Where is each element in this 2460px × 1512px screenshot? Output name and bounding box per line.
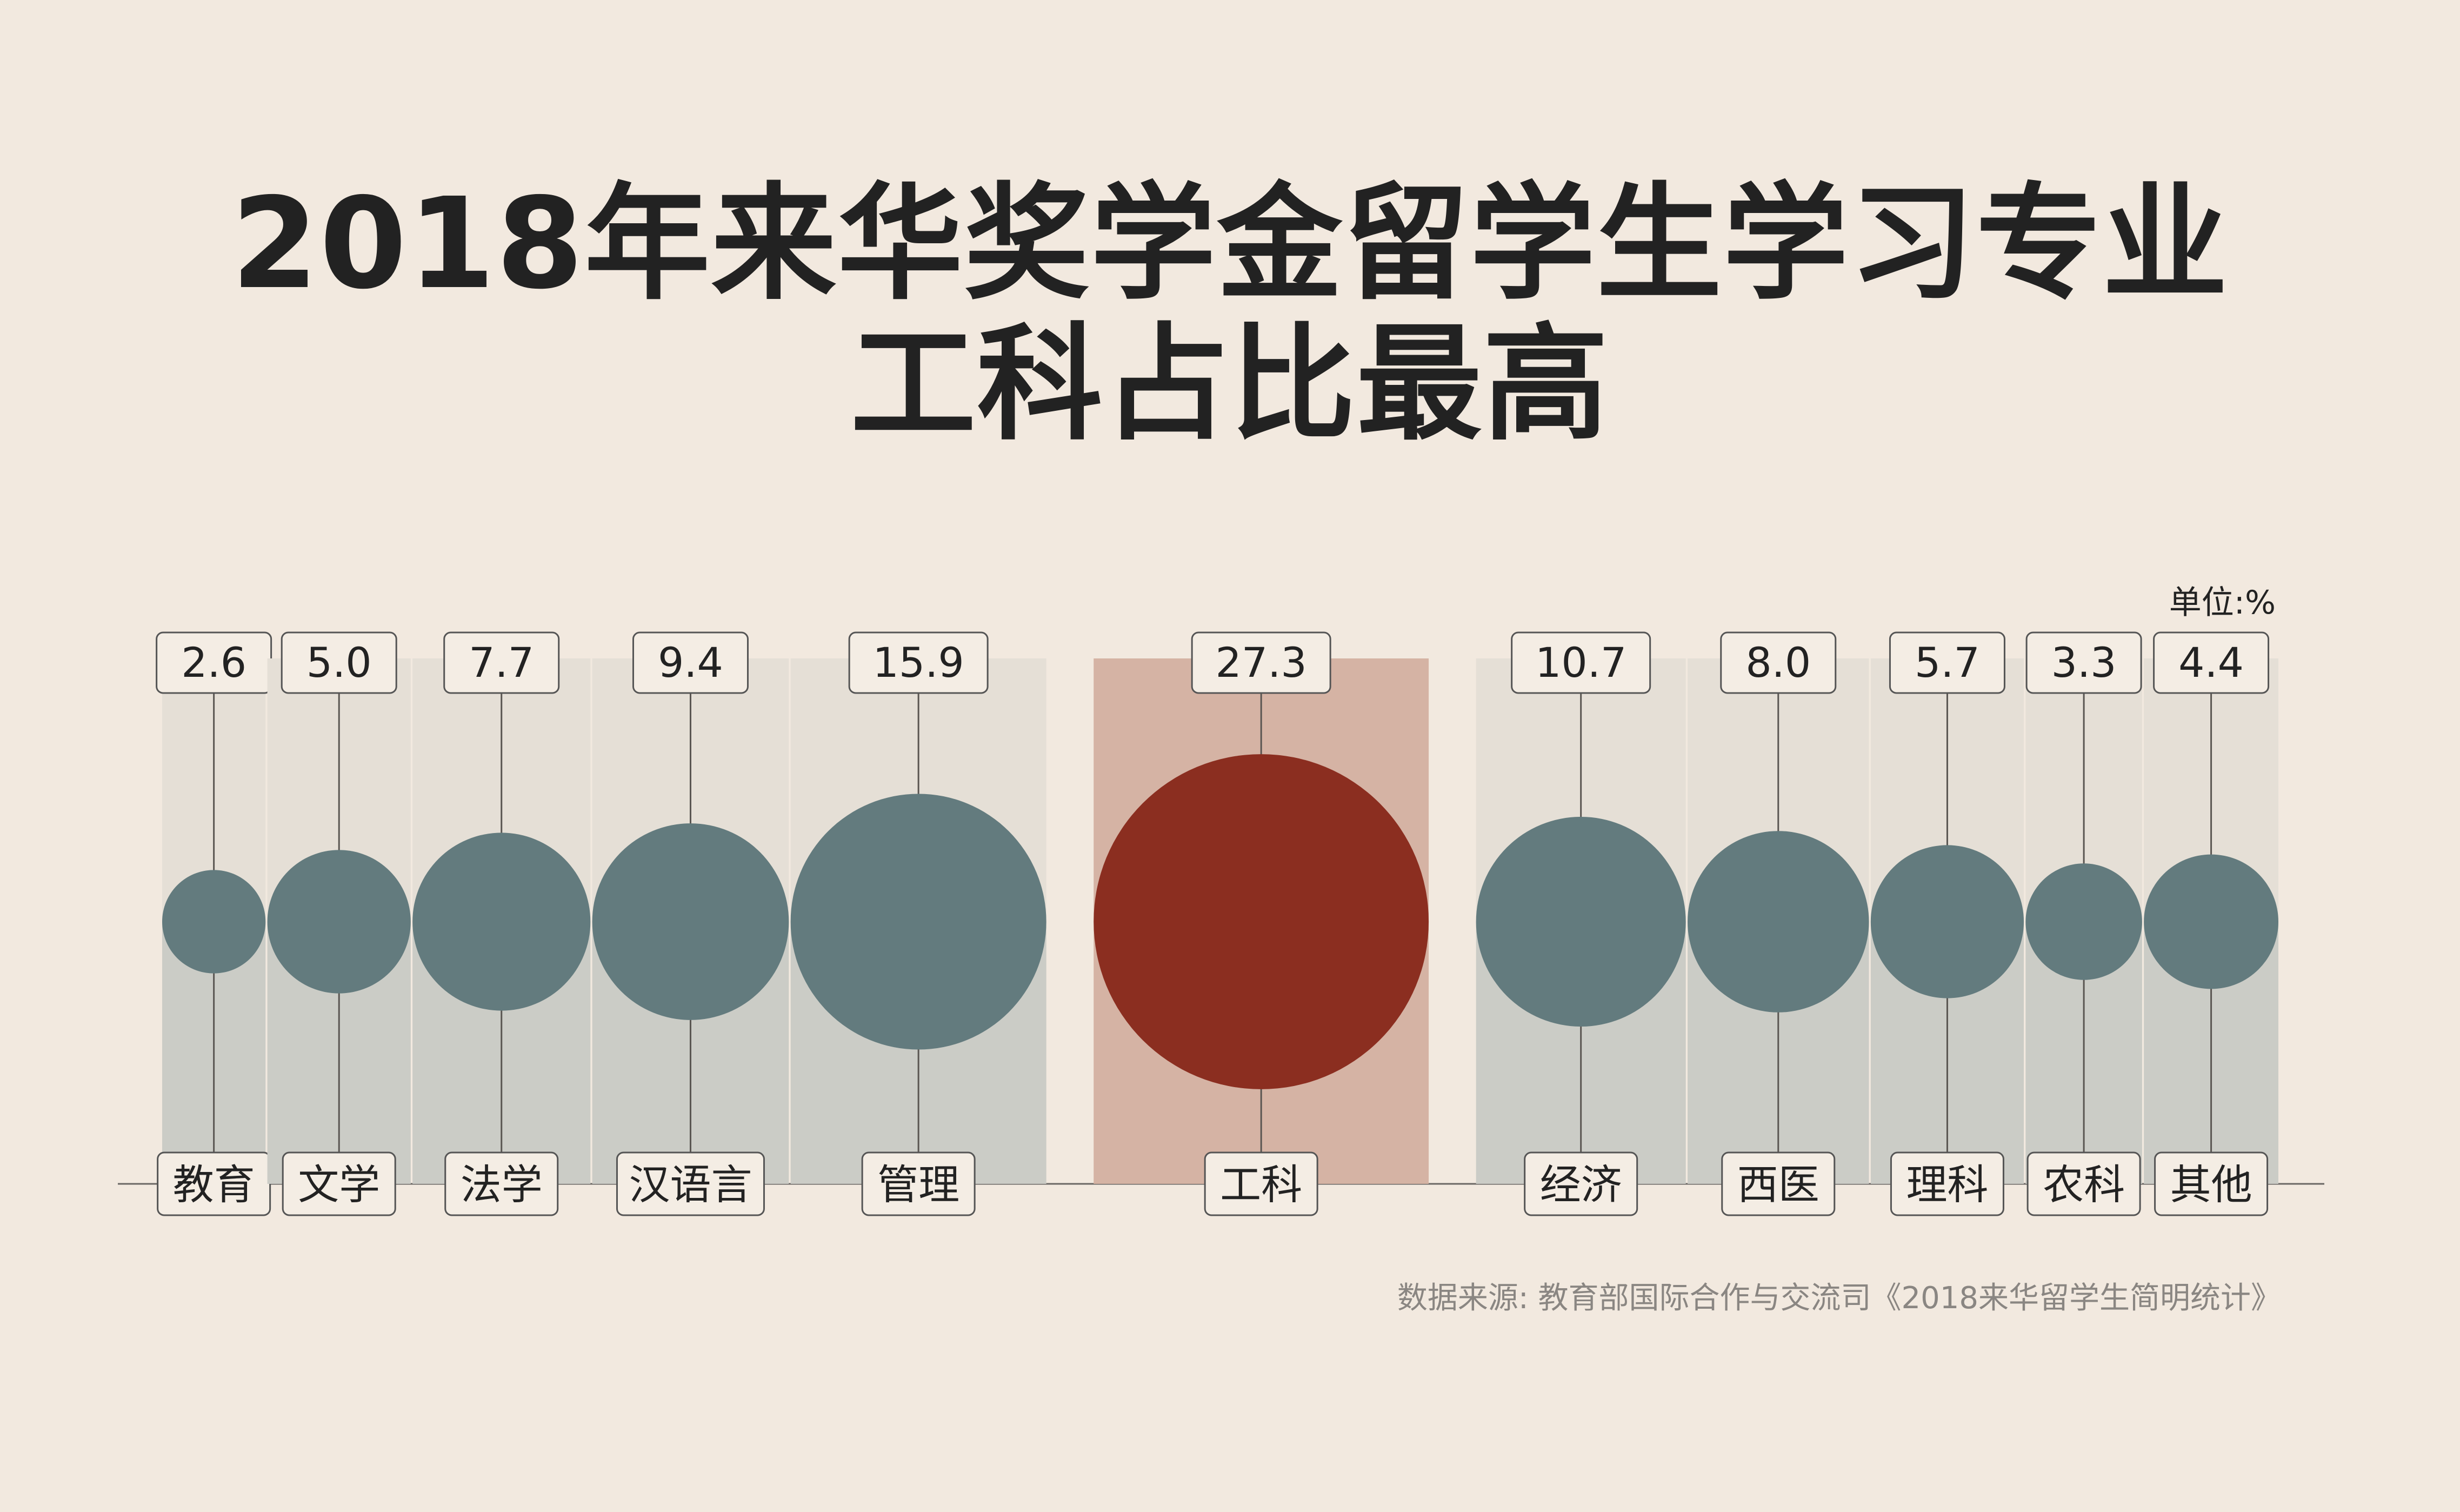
category-label-box — [2026, 1151, 2141, 1216]
category-label-box — [1204, 1151, 1318, 1216]
category-label-box — [1890, 1151, 2004, 1216]
value-label: 4.4 — [2178, 638, 2244, 687]
category-label: 其他 — [2170, 1161, 2252, 1209]
category-label: 工科 — [1220, 1161, 1302, 1209]
value-label: 15.9 — [873, 638, 964, 687]
value-label-box — [1720, 631, 1837, 694]
category-label: 法学 — [461, 1161, 543, 1209]
bubble-农科 — [2025, 863, 2142, 980]
category-label-box — [1524, 1151, 1638, 1216]
value-label-box — [2153, 631, 2270, 694]
category-label-box — [1721, 1151, 1836, 1216]
bubble-文学 — [267, 850, 411, 994]
value-label-box — [1511, 631, 1651, 694]
bubble-理科 — [1870, 845, 2024, 998]
chart-title-line-2: 工科占比最高 — [850, 311, 1610, 457]
category-label: 汉语言 — [629, 1161, 752, 1209]
value-label-box — [848, 631, 989, 694]
category-label: 经济 — [1540, 1161, 1622, 1209]
value-label-box — [632, 631, 749, 694]
bubble-管理 — [790, 794, 1046, 1050]
source-note: 数据来源: 教育部国际合作与交流司《2018来华留学生简明统计》 — [1397, 1281, 2281, 1316]
value-label-box — [2025, 631, 2142, 694]
value-label: 5.0 — [306, 638, 372, 687]
value-label-box — [1191, 631, 1331, 694]
value-label: 7.7 — [469, 638, 534, 687]
value-label: 9.4 — [658, 638, 723, 687]
bubble-教育 — [162, 870, 266, 974]
category-label: 文学 — [298, 1161, 380, 1209]
unit-label: 单位:% — [2169, 584, 2276, 622]
bubble-法学 — [412, 832, 591, 1011]
bubble-经济 — [1476, 816, 1686, 1027]
value-label: 10.7 — [1535, 638, 1626, 687]
value-label: 3.3 — [2051, 638, 2117, 687]
value-label-box — [443, 631, 560, 694]
value-label: 8.0 — [1745, 638, 1811, 687]
value-label-box — [281, 631, 397, 694]
category-label-box — [616, 1151, 765, 1216]
value-label: 5.7 — [1915, 638, 1980, 687]
category-label: 管理 — [877, 1161, 959, 1209]
category-label: 教育 — [173, 1161, 255, 1209]
category-label-box — [861, 1151, 976, 1216]
chart-title-line-1: 2018年来华奖学金留学生学习专业 — [231, 171, 2229, 317]
category-label-box — [282, 1151, 396, 1216]
category-label: 农科 — [2043, 1161, 2125, 1209]
category-label-box — [444, 1151, 559, 1216]
value-label: 27.3 — [1216, 638, 1307, 687]
bubble-汉语言 — [592, 823, 789, 1020]
bubble-西医 — [1688, 831, 1869, 1013]
category-label-box — [2154, 1151, 2269, 1216]
value-label: 2.6 — [181, 638, 246, 687]
category-label: 理科 — [1906, 1161, 1988, 1209]
value-label-box — [1889, 631, 2005, 694]
bubble-其他 — [2144, 854, 2278, 989]
bubble-工科 — [1094, 754, 1429, 1089]
category-label: 西医 — [1737, 1161, 1819, 1209]
